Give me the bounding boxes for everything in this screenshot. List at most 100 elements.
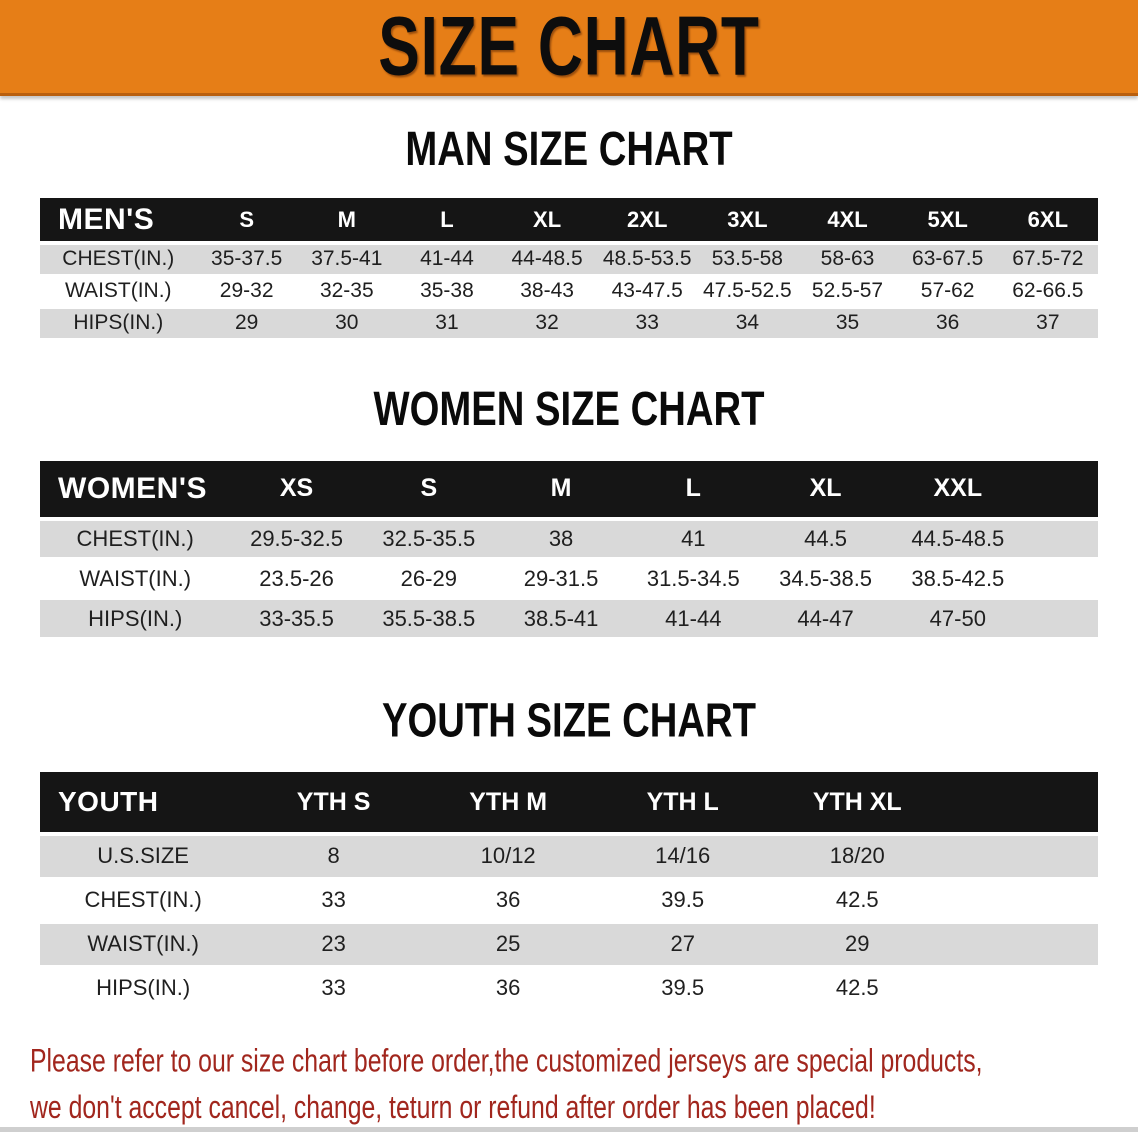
bottom-divider: [0, 1127, 1138, 1132]
youth-measure-row: WAIST(IN.) 23 25 27 29: [40, 922, 1098, 968]
women-size-value-cell: 35.5-38.5: [362, 598, 495, 640]
men-size-value-cell: 36: [897, 307, 998, 341]
women-measure-row: WAIST(IN.) 23.5-26 26-29 29-31.5 31.5-34.5 34…: [40, 558, 1098, 600]
women-size-value-cell: 38: [494, 518, 628, 560]
youth-measure-row: U.S.SIZE 8 10/12 14/16 18/20: [40, 834, 1098, 880]
youth-size-column-header: YTH XL: [769, 772, 945, 836]
women-size-column-header: XXL: [891, 460, 1024, 521]
men-size-value-cell: 48.5-53.5: [597, 243, 698, 277]
youth-row-label: WAIST(IN.): [40, 922, 247, 968]
women-size-column-header: L: [627, 460, 760, 521]
women-size-value-cell: 32.5-35.5: [362, 518, 495, 560]
women-size-value-cell: 31.5-34.5: [627, 558, 760, 600]
men-row-label: WAIST(IN.): [40, 275, 197, 309]
men-size-value-cell: 33: [597, 307, 698, 341]
women-size-value-cell: 44.5-48.5: [891, 518, 1024, 560]
youth-size-table: YOUTH YTH S YTH M YTH L YTH XL U.S.SIZE 8 10/12…: [40, 772, 1098, 1012]
men-measure-row: CHEST(IN.) 35-37.5 37.5-41 41-44 44-48.5 48.5…: [40, 243, 1098, 277]
women-row-filler: [1023, 598, 1098, 640]
women-size-column-header: M: [494, 460, 628, 521]
youth-size-value-cell: 36: [420, 878, 596, 924]
women-size-value-cell: 38.5-42.5: [891, 558, 1024, 600]
men-size-value-cell: 37.5-41: [296, 243, 397, 277]
size-chart-banner: SIZE CHART: [0, 0, 1138, 96]
women-row-label: HIPS(IN.): [40, 598, 231, 640]
youth-size-value-cell: 42.5: [769, 966, 945, 1012]
men-size-value-cell: 32: [497, 307, 598, 341]
women-size-value-cell: 44-47: [759, 598, 892, 640]
size-tables-container: MAN SIZE CHART MEN'S S M L XL 2XL 3XL 4XL 5XL 6XL C…: [0, 96, 1138, 1012]
youth-size-value-cell: 10/12: [420, 834, 596, 880]
youth-measure-row: CHEST(IN.) 33 36 39.5 42.5: [40, 878, 1098, 924]
men-size-value-cell: 32-35: [296, 275, 397, 309]
youth-size-value-cell: 39.5: [595, 878, 770, 924]
youth-size-value-cell: 18/20: [769, 834, 945, 880]
men-size-value-cell: 34: [697, 307, 798, 341]
youth-size-column-header: YTH M: [420, 772, 596, 836]
men-size-column-header: 3XL: [697, 198, 798, 245]
youth-row-filler: [944, 834, 1098, 880]
men-size-value-cell: 52.5-57: [797, 275, 898, 309]
women-row-label: WAIST(IN.): [40, 558, 231, 600]
women-size-column-header: XL: [759, 460, 892, 521]
men-size-value-cell: 38-43: [497, 275, 598, 309]
men-size-value-cell: 44-48.5: [497, 243, 598, 277]
women-size-value-cell: 34.5-38.5: [759, 558, 892, 600]
disclaimer-line-2: we don't accept cancel, change, teturn o…: [30, 1087, 876, 1125]
women-size-table: WOMEN'S XS S M L XL XXL CHEST(IN.) 29.5-32.5 32.5…: [40, 460, 1098, 640]
women-corner-label: WOMEN'S: [40, 460, 231, 521]
men-size-column-header: 2XL: [597, 198, 698, 245]
youth-measure-row: HIPS(IN.) 33 36 39.5 42.5: [40, 966, 1098, 1012]
women-size-value-cell: 29-31.5: [494, 558, 628, 600]
men-measure-row: HIPS(IN.) 29 30 31 32 33 34 35 36 37: [40, 307, 1098, 341]
men-size-value-cell: 31: [396, 307, 498, 341]
youth-row-filler: [944, 966, 1098, 1012]
men-size-value-cell: 29: [196, 307, 297, 341]
women-size-column-header: S: [362, 460, 495, 521]
women-row-label: CHEST(IN.): [40, 518, 231, 560]
men-size-column-header: S: [196, 198, 297, 245]
youth-size-value-cell: 14/16: [595, 834, 770, 880]
men-size-column-header: M: [296, 198, 397, 245]
men-size-value-cell: 43-47.5: [597, 275, 698, 309]
men-size-column-header: 4XL: [797, 198, 898, 245]
youth-size-value-cell: 8: [246, 834, 421, 880]
youth-size-value-cell: 36: [420, 966, 596, 1012]
youth-header-filler: [944, 772, 1098, 836]
men-row-label: HIPS(IN.): [40, 307, 197, 341]
youth-row-label: HIPS(IN.): [40, 966, 247, 1012]
youth-size-value-cell: 42.5: [769, 878, 945, 924]
men-size-column-header: L: [396, 198, 498, 245]
men-size-value-cell: 53.5-58: [697, 243, 798, 277]
men-size-value-cell: 35: [797, 307, 898, 341]
men-row-label: CHEST(IN.): [40, 243, 197, 277]
youth-header-row: YOUTH YTH S YTH M YTH L YTH XL: [40, 772, 1098, 836]
youth-size-column-header: YTH L: [595, 772, 770, 836]
men-size-value-cell: 41-44: [396, 243, 498, 277]
youth-size-value-cell: 29: [769, 922, 945, 968]
women-row-filler: [1023, 518, 1098, 560]
men-size-column-header: XL: [497, 198, 598, 245]
men-size-column-header: 5XL: [897, 198, 998, 245]
men-size-value-cell: 58-63: [797, 243, 898, 277]
youth-size-value-cell: 27: [595, 922, 770, 968]
women-size-value-cell: 41-44: [627, 598, 760, 640]
men-size-value-cell: 37: [997, 307, 1098, 341]
men-size-table: MEN'S S M L XL 2XL 3XL 4XL 5XL 6XL CHEST(IN.) 35-37…: [40, 198, 1098, 341]
women-header-filler: [1023, 460, 1098, 521]
men-size-value-cell: 63-67.5: [897, 243, 998, 277]
women-size-value-cell: 38.5-41: [494, 598, 628, 640]
women-size-value-cell: 44.5: [759, 518, 892, 560]
youth-size-value-cell: 23: [246, 922, 421, 968]
women-size-section: WOMEN SIZE CHART WOMEN'S XS S M L XL XXL CHEST(I…: [0, 341, 1138, 640]
men-section-heading: MAN SIZE CHART: [405, 120, 733, 177]
men-size-section: MAN SIZE CHART MEN'S S M L XL 2XL 3XL 4XL 5XL 6XL C…: [0, 96, 1138, 341]
women-row-filler: [1023, 558, 1098, 600]
youth-size-value-cell: 39.5: [595, 966, 770, 1012]
youth-corner-label: YOUTH: [40, 772, 247, 836]
youth-section-heading: YOUTH SIZE CHART: [381, 692, 756, 748]
women-size-value-cell: 26-29: [362, 558, 495, 600]
men-size-value-cell: 62-66.5: [997, 275, 1098, 309]
men-size-column-header: 6XL: [997, 198, 1098, 245]
women-measure-row: CHEST(IN.) 29.5-32.5 32.5-35.5 38 41 44.5 44.5…: [40, 518, 1098, 560]
